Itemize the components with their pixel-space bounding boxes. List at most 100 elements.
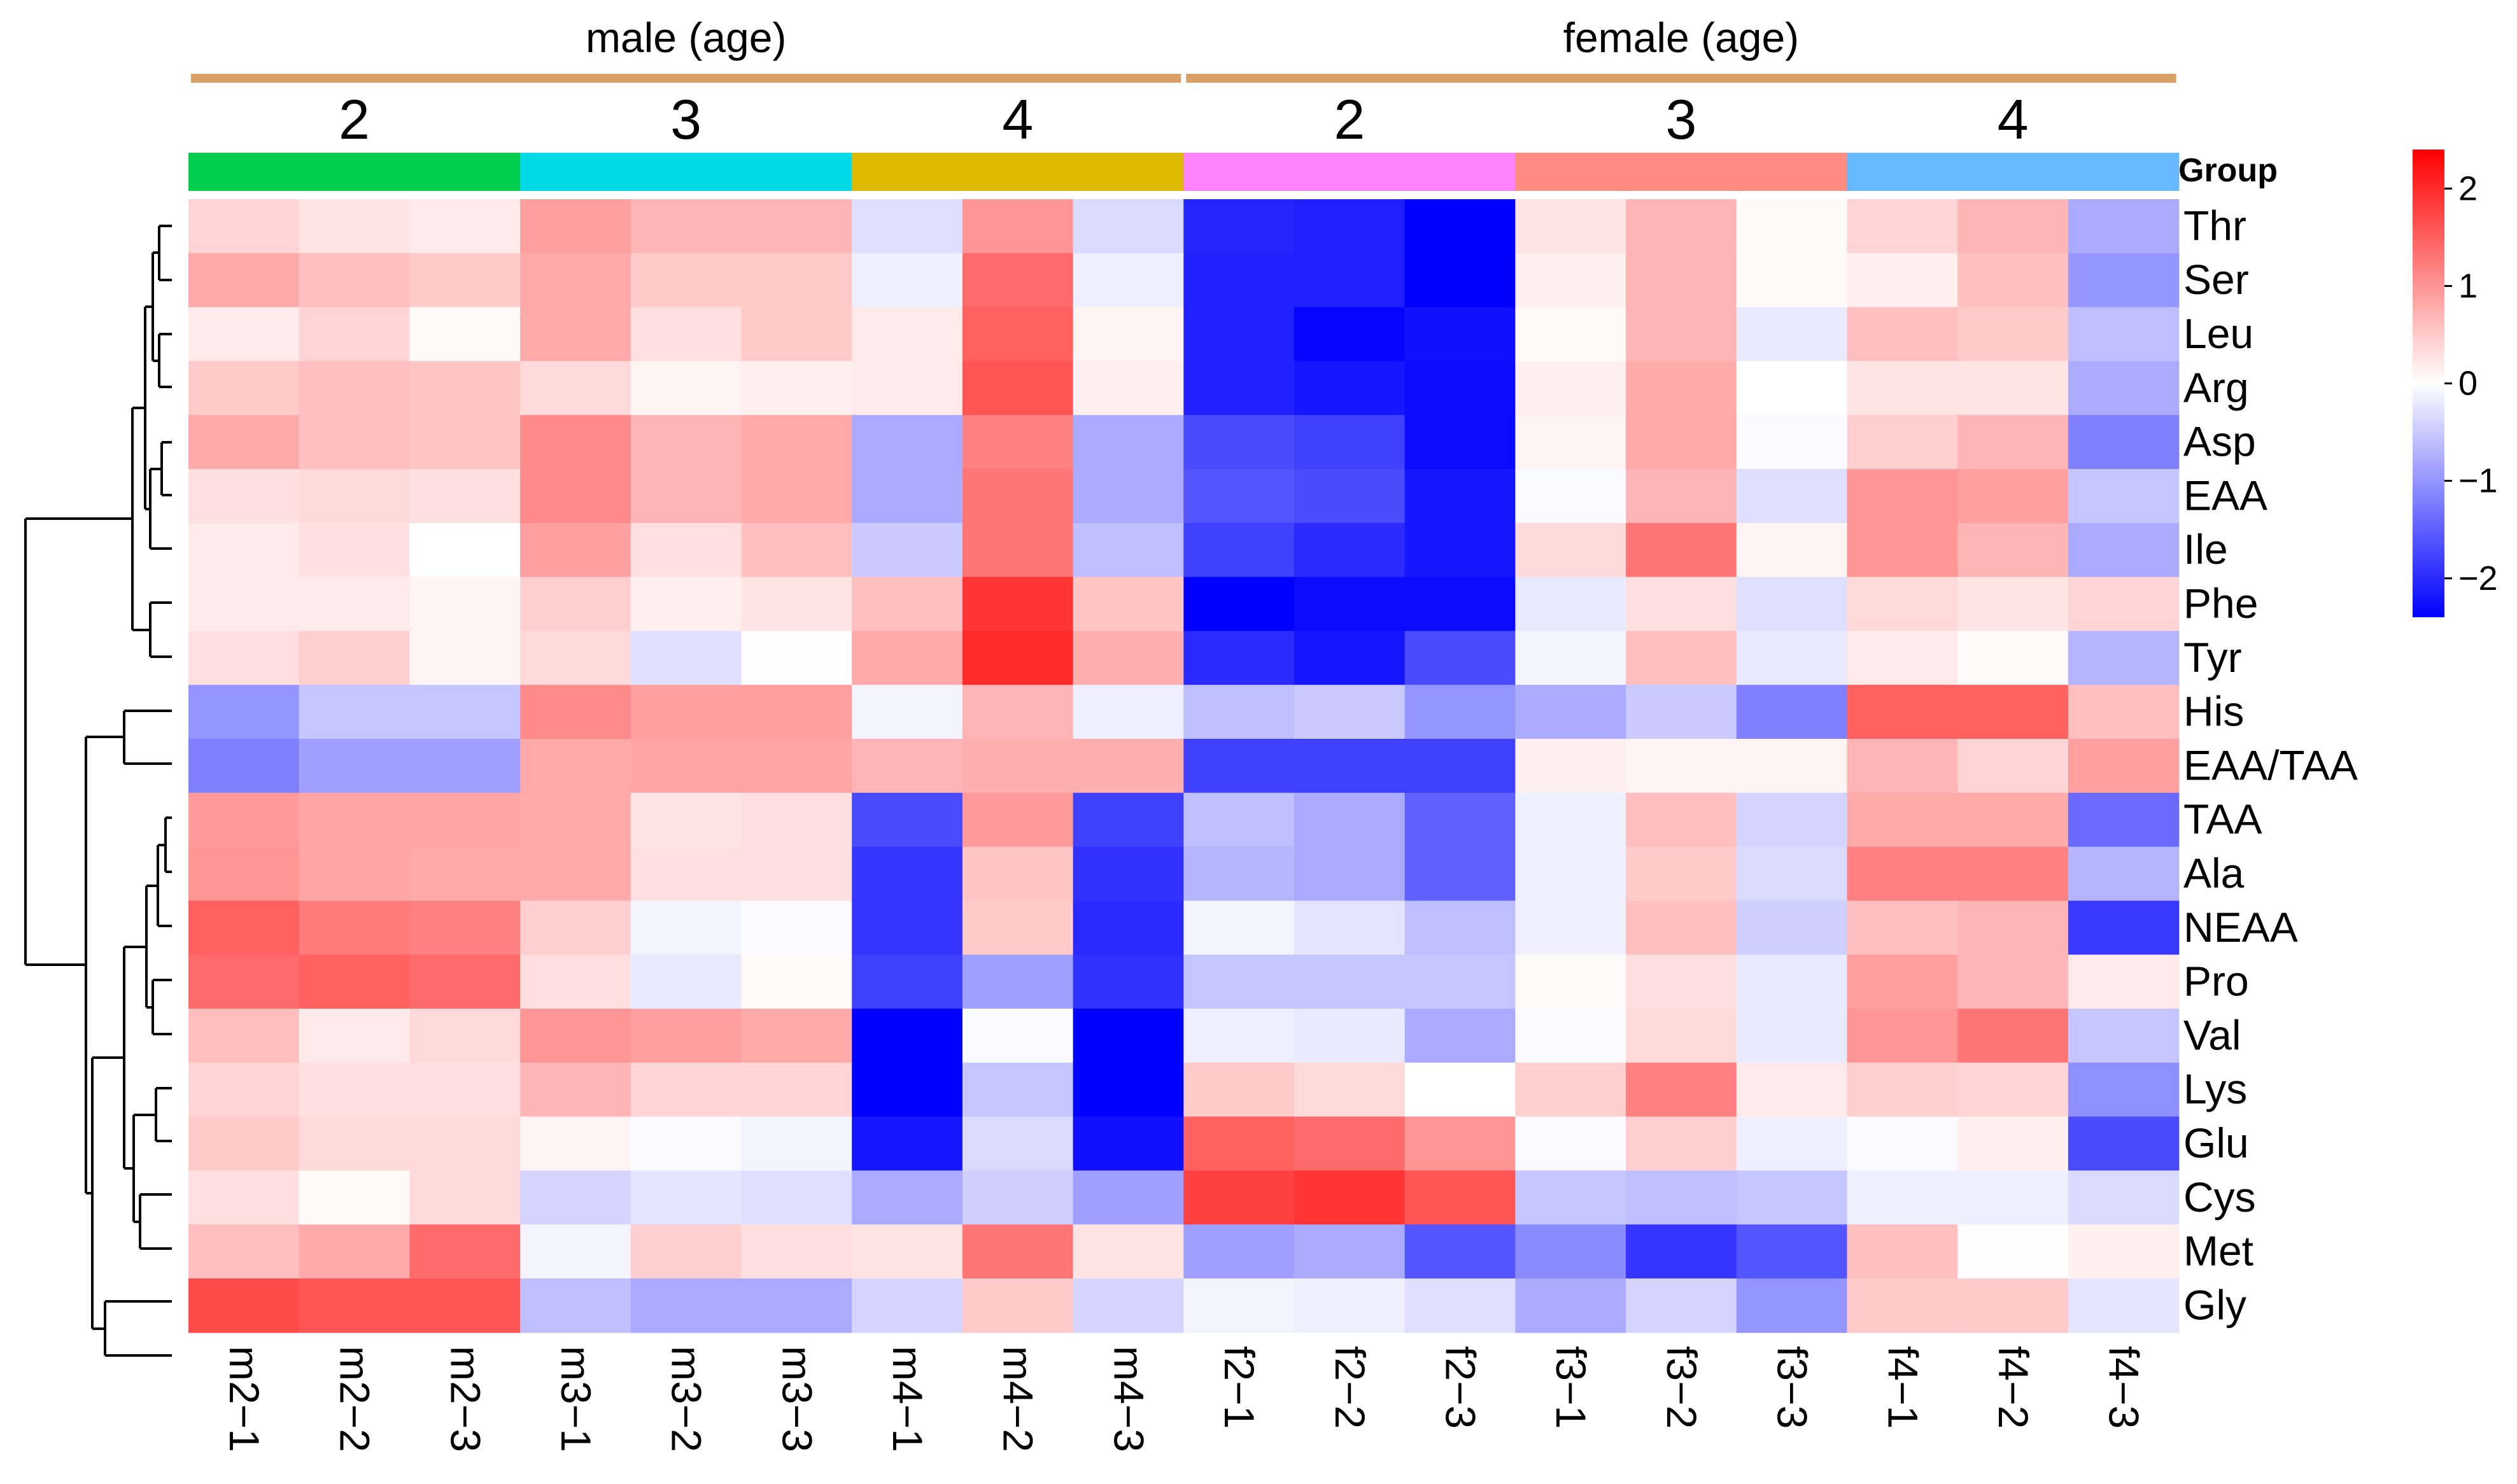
heatmap-cell bbox=[1626, 1278, 1737, 1333]
heatmap-cell bbox=[299, 1278, 411, 1333]
heatmap-cell bbox=[1404, 1062, 1516, 1117]
dendrogram-branch bbox=[131, 407, 150, 631]
heatmap-cell bbox=[299, 415, 411, 470]
heatmap-cell bbox=[852, 361, 963, 416]
heatmap-cell bbox=[1073, 1224, 1185, 1279]
row-label: Val bbox=[2183, 1011, 2241, 1058]
heatmap-cell bbox=[1957, 1062, 2069, 1117]
row-label: Glu bbox=[2183, 1119, 2249, 1166]
heatmap-cell bbox=[1183, 1009, 1295, 1063]
heatmap-cell bbox=[852, 1062, 963, 1117]
row-label: Arg bbox=[2183, 364, 2249, 411]
heatmap-cell bbox=[520, 1170, 631, 1225]
heatmap-cell bbox=[1957, 253, 2069, 308]
row-dendrogram bbox=[24, 225, 172, 1357]
heatmap-cell bbox=[1957, 1009, 2069, 1063]
heatmap-cell bbox=[188, 1224, 300, 1279]
heatmap-cell bbox=[520, 1062, 631, 1117]
heatmap-cell bbox=[1404, 792, 1516, 848]
heatmap-cell bbox=[299, 846, 411, 902]
row-label: Leu bbox=[2183, 310, 2253, 357]
heatmap-cell bbox=[1957, 685, 2069, 739]
heatmap-cell bbox=[1515, 792, 1626, 848]
age-group-label: 3 bbox=[1665, 88, 1696, 151]
heatmap-cell bbox=[1404, 1224, 1516, 1279]
heatmap-cell bbox=[1073, 1009, 1185, 1063]
heatmap-cell bbox=[852, 1278, 963, 1333]
row-label: Thr bbox=[2183, 202, 2246, 249]
row-label: Asp bbox=[2183, 418, 2256, 465]
heatmap-cell bbox=[1847, 900, 1958, 955]
heatmap-cell bbox=[1183, 415, 1295, 470]
heatmap-cell bbox=[1294, 1170, 1406, 1225]
sex-group-label: female (age) bbox=[1563, 14, 1800, 61]
heatmap-cell bbox=[630, 522, 742, 578]
heatmap-cell bbox=[1294, 1116, 1406, 1172]
heatmap-cell bbox=[1736, 955, 1848, 1009]
heatmap-cell bbox=[1073, 955, 1185, 1009]
heatmap-cell bbox=[1183, 199, 1295, 254]
heatmap-cell bbox=[1073, 469, 1185, 524]
heatmap-cell bbox=[1515, 955, 1626, 1009]
age-group-color-bar bbox=[1183, 153, 1516, 191]
heatmap-cell bbox=[1294, 900, 1406, 955]
heatmap-cell bbox=[2068, 955, 2180, 1009]
column-label: m4−3 bbox=[1105, 1346, 1152, 1452]
dendrogram-branch bbox=[164, 816, 172, 873]
heatmap-cell bbox=[1957, 199, 2069, 254]
heatmap-cell bbox=[1294, 1278, 1406, 1333]
heatmap-cell bbox=[409, 1116, 521, 1172]
heatmap-cell bbox=[1736, 522, 1848, 578]
heatmap-cell bbox=[188, 1170, 300, 1225]
heatmap-cell bbox=[1736, 900, 1848, 955]
heatmap-cell bbox=[852, 469, 963, 524]
heatmap-cell bbox=[299, 685, 411, 739]
dendrogram-branch bbox=[160, 441, 172, 496]
heatmap-cell bbox=[299, 253, 411, 308]
row-label: Tyr bbox=[2183, 634, 2242, 681]
sex-group-label: male (age) bbox=[586, 14, 786, 61]
heatmap-cell bbox=[2068, 522, 2180, 578]
heatmap-cell bbox=[962, 1116, 1074, 1172]
heatmap-cell bbox=[630, 577, 742, 632]
heatmap-cell bbox=[299, 631, 411, 685]
dendrogram-branch bbox=[139, 1193, 172, 1250]
heatmap-cell bbox=[1626, 1116, 1737, 1172]
dendrogram-branch bbox=[123, 946, 146, 1170]
heatmap-cell bbox=[630, 1116, 742, 1172]
heatmap-cell bbox=[741, 253, 852, 308]
heatmap-cell bbox=[409, 900, 521, 955]
heatmap-cell bbox=[1736, 415, 1848, 470]
heatmap-cell bbox=[962, 900, 1074, 955]
heatmap-cell bbox=[188, 469, 300, 524]
dendrogram-branch bbox=[104, 1300, 172, 1357]
row-label: His bbox=[2183, 688, 2244, 735]
heatmap-cell bbox=[299, 469, 411, 524]
heatmap-cell bbox=[962, 253, 1074, 308]
heatmap-cell bbox=[409, 792, 521, 848]
heatmap-cell bbox=[188, 415, 300, 470]
heatmap-cell bbox=[1404, 253, 1516, 308]
heatmap-cell bbox=[1515, 199, 1626, 254]
heatmap-cell bbox=[1626, 900, 1737, 955]
heatmap-cell bbox=[1404, 1278, 1516, 1333]
heatmap-cell bbox=[2068, 739, 2180, 794]
heatmap-cell bbox=[1957, 361, 2069, 416]
heatmap-cell bbox=[409, 1224, 521, 1279]
heatmap-cell bbox=[1404, 739, 1516, 794]
heatmap-cell bbox=[1183, 1170, 1295, 1225]
heatmap-cell bbox=[1847, 1009, 1958, 1063]
heatmap-cell bbox=[741, 792, 852, 848]
heatmap-cell bbox=[409, 846, 521, 902]
heatmap-cell bbox=[1073, 685, 1185, 739]
heatmap-cell bbox=[409, 1170, 521, 1225]
heatmap-cell bbox=[1957, 900, 2069, 955]
heatmap-cell bbox=[1626, 1062, 1737, 1117]
heatmap-cell bbox=[741, 685, 852, 739]
heatmap-cell bbox=[962, 739, 1074, 794]
age-group-label: 2 bbox=[339, 88, 370, 151]
heatmap-cell bbox=[1404, 846, 1516, 902]
heatmap-cell bbox=[1073, 199, 1185, 254]
heatmap-cell bbox=[1957, 577, 2069, 632]
heatmap-cell bbox=[630, 792, 742, 848]
